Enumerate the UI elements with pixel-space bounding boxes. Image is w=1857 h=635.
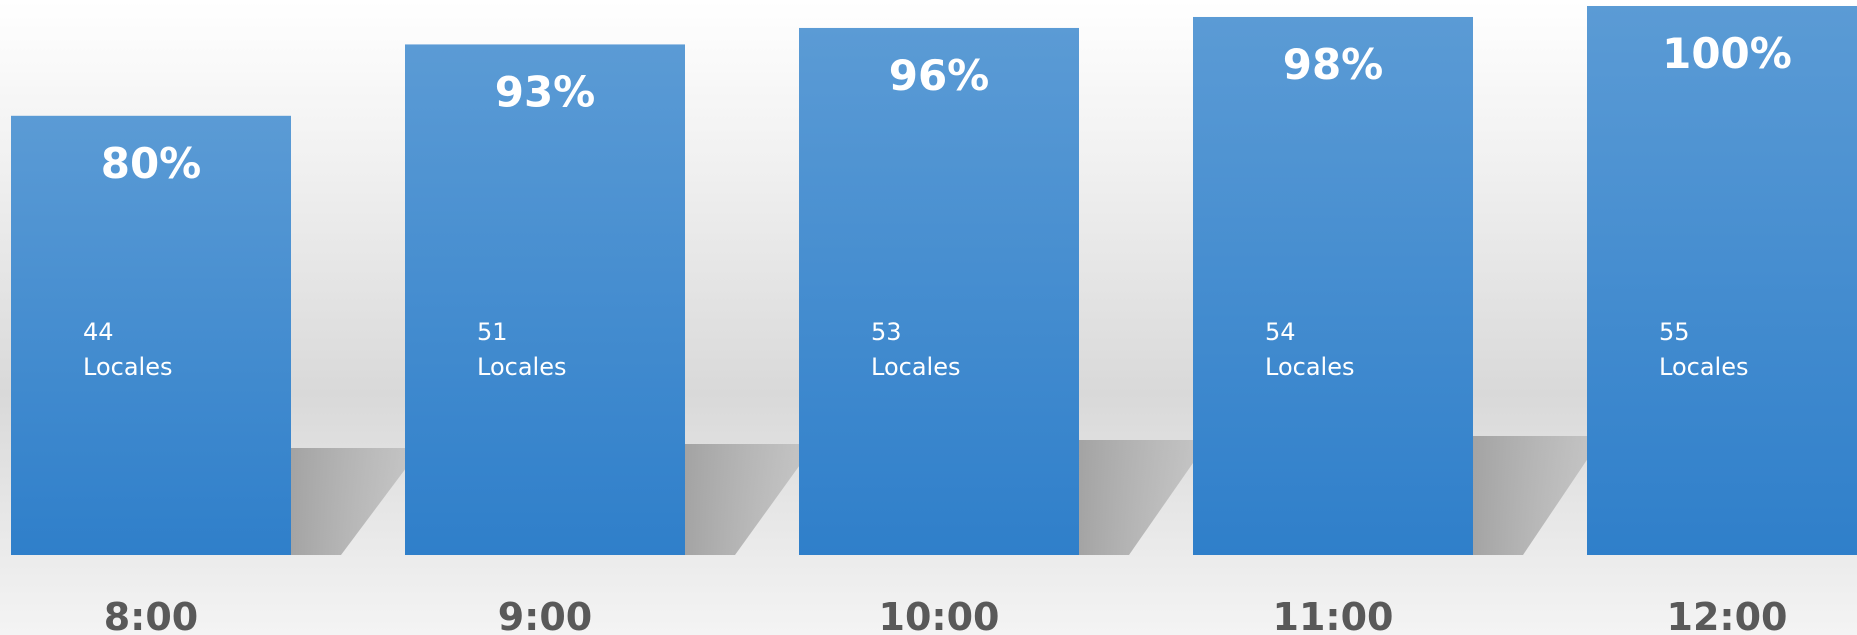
bar-shadow bbox=[291, 448, 421, 555]
bar-11-00 bbox=[1193, 16, 1473, 556]
bar-shadows bbox=[291, 436, 1603, 555]
bar-shadow bbox=[1473, 436, 1603, 555]
bar-12-00 bbox=[1587, 6, 1857, 555]
value-label: 93% bbox=[495, 67, 596, 116]
count-value: 51 bbox=[477, 318, 508, 346]
value-label: 98% bbox=[1283, 40, 1384, 89]
value-label: 96% bbox=[889, 51, 990, 100]
bars-group bbox=[11, 6, 1857, 556]
value-label: 80% bbox=[101, 139, 202, 188]
bar-9-00 bbox=[405, 44, 685, 556]
count-value: 55 bbox=[1659, 318, 1690, 346]
count-value: 53 bbox=[871, 318, 902, 346]
count-unit: Locales bbox=[477, 353, 566, 381]
labels-group: 80% 44 Locales 8:00 93% 51 Locales 9:00 96% 53 Loc… bbox=[83, 29, 1792, 635]
category-label: 11:00 bbox=[1273, 595, 1394, 635]
count-value: 54 bbox=[1265, 318, 1296, 346]
count-value: 44 bbox=[83, 318, 114, 346]
count-unit: Locales bbox=[1265, 353, 1354, 381]
category-label: 12:00 bbox=[1667, 595, 1788, 635]
bar-shadow bbox=[685, 444, 815, 555]
bar-8-00 bbox=[11, 115, 291, 556]
bar-10-00 bbox=[799, 27, 1079, 555]
count-unit: Locales bbox=[871, 353, 960, 381]
bar-shadow bbox=[1079, 440, 1209, 555]
category-label: 9:00 bbox=[498, 595, 593, 635]
category-label: 8:00 bbox=[104, 595, 199, 635]
count-unit: Locales bbox=[1659, 353, 1748, 381]
value-label: 100% bbox=[1662, 29, 1792, 78]
count-unit: Locales bbox=[83, 353, 172, 381]
category-label: 10:00 bbox=[879, 595, 1000, 635]
